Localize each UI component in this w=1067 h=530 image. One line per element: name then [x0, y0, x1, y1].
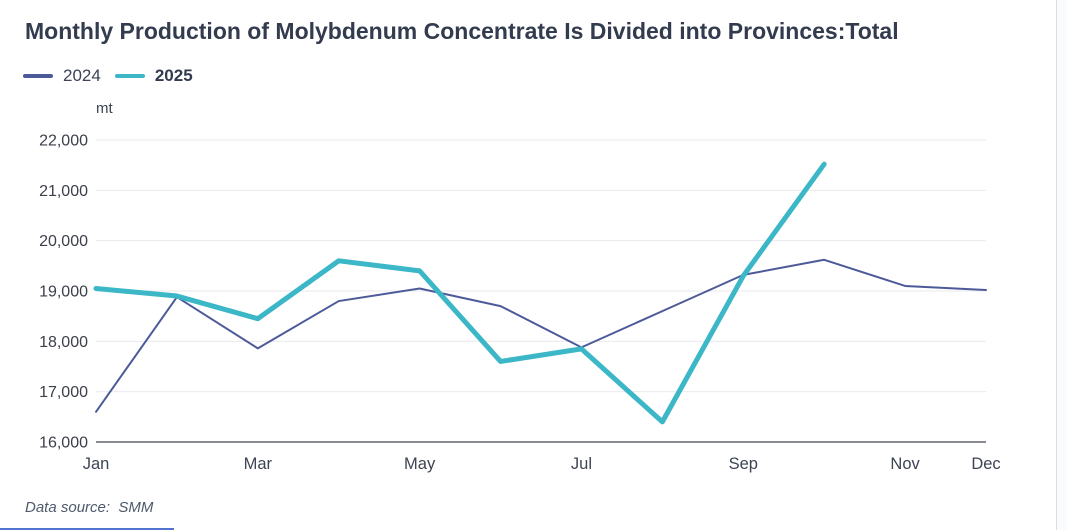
x-tick-label: Nov: [890, 455, 920, 473]
y-tick-label: 19,000: [39, 284, 88, 301]
legend-line-swatch-2025: [114, 74, 145, 78]
y-tick-label: 17,000: [39, 384, 88, 401]
legend-label-2025: 2025: [154, 66, 193, 85]
x-tick-label: May: [404, 455, 436, 473]
right-edge-divider: [1056, 0, 1057, 530]
y-tick-label: 20,000: [39, 233, 88, 250]
x-tick-label: Dec: [971, 455, 1000, 473]
legend-label-2024: 2024: [63, 66, 101, 85]
x-tick-label: Mar: [244, 455, 273, 473]
legend: 2024 2025: [23, 66, 193, 86]
legend-item-2024[interactable]: 2024: [23, 66, 101, 86]
y-tick-label: 21,000: [39, 183, 88, 200]
chart-title: Monthly Production of Molybdenum Concent…: [25, 18, 899, 44]
legend-line-swatch-2024: [23, 74, 53, 78]
y-tick-label: 16,000: [39, 435, 88, 452]
series-line-2024: [95, 258, 987, 413]
right-edge-fill: [1057, 0, 1067, 530]
x-tick-label: Jan: [83, 455, 110, 473]
legend-item-2025[interactable]: 2025: [114, 66, 193, 86]
y-axis-unit-label: mt: [96, 100, 113, 117]
bottom-accent-line: [0, 528, 174, 530]
x-tick-label: Jul: [571, 455, 592, 473]
data-source-note: Data source: SMM: [25, 499, 154, 516]
series-line-2025: [93, 161, 827, 425]
x-tick-label: Sep: [729, 455, 758, 473]
y-tick-label: 22,000: [39, 133, 88, 150]
y-tick-label: 18,000: [39, 334, 88, 351]
